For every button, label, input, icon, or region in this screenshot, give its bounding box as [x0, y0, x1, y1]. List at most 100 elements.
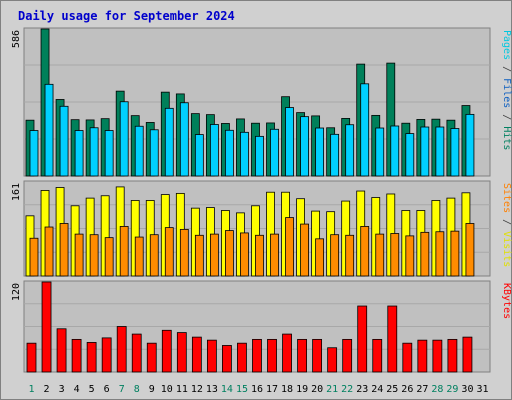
bar-pages-day-27 — [420, 126, 430, 177]
bar-sites-day-24 — [375, 233, 385, 277]
bar-kbytes-day-20 — [312, 338, 323, 373]
day-label-30: 30 — [461, 384, 473, 395]
bar-sites-day-8 — [134, 236, 144, 277]
bar-kbytes-day-29 — [447, 338, 458, 373]
bar-kbytes-day-11 — [176, 332, 187, 373]
day-label-10: 10 — [161, 384, 173, 395]
bar-sites-day-30 — [465, 223, 475, 277]
bar-pages-day-19 — [300, 116, 309, 177]
panel-pages-max-label: 586 — [11, 30, 22, 48]
day-label-24: 24 — [371, 384, 383, 395]
bar-pages-day-20 — [315, 127, 325, 177]
day-label-12: 12 — [191, 384, 203, 395]
day-label-22: 22 — [341, 384, 353, 395]
bar-sites-day-28 — [435, 231, 445, 277]
bar-kbytes-day-22 — [342, 338, 353, 373]
bar-kbytes-day-24 — [372, 338, 383, 373]
bar-sites-day-13 — [209, 233, 219, 277]
bar-pages-day-22 — [345, 124, 355, 177]
day-label-17: 17 — [266, 384, 278, 395]
bar-pages-day-18 — [285, 107, 294, 177]
day-label-23: 23 — [356, 384, 368, 395]
bar-pages-day-14 — [225, 129, 234, 177]
legend-part: / — [501, 60, 512, 78]
bar-kbytes-day-2 — [41, 281, 52, 373]
bar-pages-day-11 — [179, 102, 189, 177]
legend-part: Pages — [501, 30, 512, 60]
legend-part: Sites — [501, 183, 512, 213]
day-label-15: 15 — [236, 384, 248, 395]
bar-sites-day-10 — [164, 227, 174, 277]
legend-part: / — [501, 108, 512, 126]
day-label-4: 4 — [74, 384, 80, 395]
bar-pages-day-15 — [240, 131, 249, 177]
bar-kbytes-day-27 — [417, 339, 428, 373]
bar-kbytes-day-8 — [131, 333, 142, 373]
day-label-8: 8 — [134, 384, 140, 395]
bar-kbytes-day-4 — [71, 338, 82, 373]
bar-pages-day-24 — [375, 127, 385, 177]
bar-kbytes-day-1 — [26, 342, 37, 373]
day-label-31: 31 — [476, 384, 488, 395]
bar-pages-day-28 — [435, 126, 445, 177]
bar-sites-day-22 — [345, 234, 355, 277]
panel-kbytes-max-label: 120 — [11, 283, 22, 301]
bar-kbytes-day-23 — [357, 305, 368, 373]
day-label-7: 7 — [119, 384, 125, 395]
day-label-19: 19 — [296, 384, 308, 395]
bar-kbytes-day-25 — [387, 305, 398, 373]
bar-sites-day-25 — [390, 233, 400, 277]
legend-part: Files — [501, 78, 512, 108]
bar-pages-day-10 — [164, 107, 174, 177]
day-label-13: 13 — [206, 384, 218, 395]
bar-sites-day-15 — [240, 232, 249, 277]
bar-pages-day-6 — [104, 130, 114, 177]
bar-kbytes-day-3 — [56, 328, 67, 373]
day-label-2: 2 — [44, 384, 50, 395]
bar-sites-day-4 — [74, 233, 84, 277]
bar-sites-day-12 — [194, 234, 204, 277]
legend-part: KBytes — [501, 283, 512, 319]
bar-sites-day-16 — [255, 234, 264, 277]
bar-pages-day-25 — [390, 125, 400, 177]
bar-pages-day-1 — [29, 130, 39, 177]
day-label-18: 18 — [281, 384, 293, 395]
bar-sites-day-5 — [89, 234, 99, 277]
day-label-26: 26 — [401, 384, 413, 395]
bar-pages-day-12 — [194, 134, 204, 177]
bar-sites-day-3 — [59, 223, 69, 277]
bar-kbytes-day-13 — [206, 339, 217, 373]
bar-sites-day-29 — [450, 230, 460, 277]
bar-kbytes-day-16 — [252, 338, 262, 373]
bar-sites-day-1 — [29, 237, 39, 277]
legend-part: Hits — [501, 126, 512, 150]
bar-sites-day-9 — [149, 234, 159, 277]
bar-pages-day-7 — [119, 101, 129, 177]
bar-pages-day-2 — [44, 83, 54, 177]
panel-visits-legend-label: Sites / Visits — [501, 183, 512, 267]
bar-pages-day-23 — [360, 83, 370, 177]
day-label-16: 16 — [251, 384, 263, 395]
bar-sites-day-21 — [330, 234, 340, 277]
day-label-6: 6 — [104, 384, 110, 395]
bar-pages-day-16 — [255, 135, 264, 177]
bar-kbytes-day-14 — [222, 345, 232, 373]
bar-pages-day-13 — [209, 124, 219, 177]
bar-kbytes-day-28 — [432, 339, 443, 373]
chart-title: Daily usage for September 2024 — [18, 9, 235, 23]
bar-pages-day-21 — [330, 133, 340, 177]
bar-pages-day-5 — [89, 127, 99, 177]
panel-visits-max-label: 161 — [11, 183, 22, 201]
bar-pages-day-26 — [405, 133, 415, 177]
day-label-20: 20 — [311, 384, 323, 395]
bar-kbytes-day-15 — [237, 342, 247, 373]
bar-kbytes-day-17 — [267, 338, 277, 373]
legend-part: Visits — [501, 231, 512, 267]
day-label-29: 29 — [446, 384, 458, 395]
day-label-9: 9 — [149, 384, 155, 395]
day-label-5: 5 — [89, 384, 95, 395]
day-label-25: 25 — [386, 384, 398, 395]
bar-sites-day-14 — [225, 230, 234, 277]
bar-sites-day-18 — [285, 217, 294, 277]
